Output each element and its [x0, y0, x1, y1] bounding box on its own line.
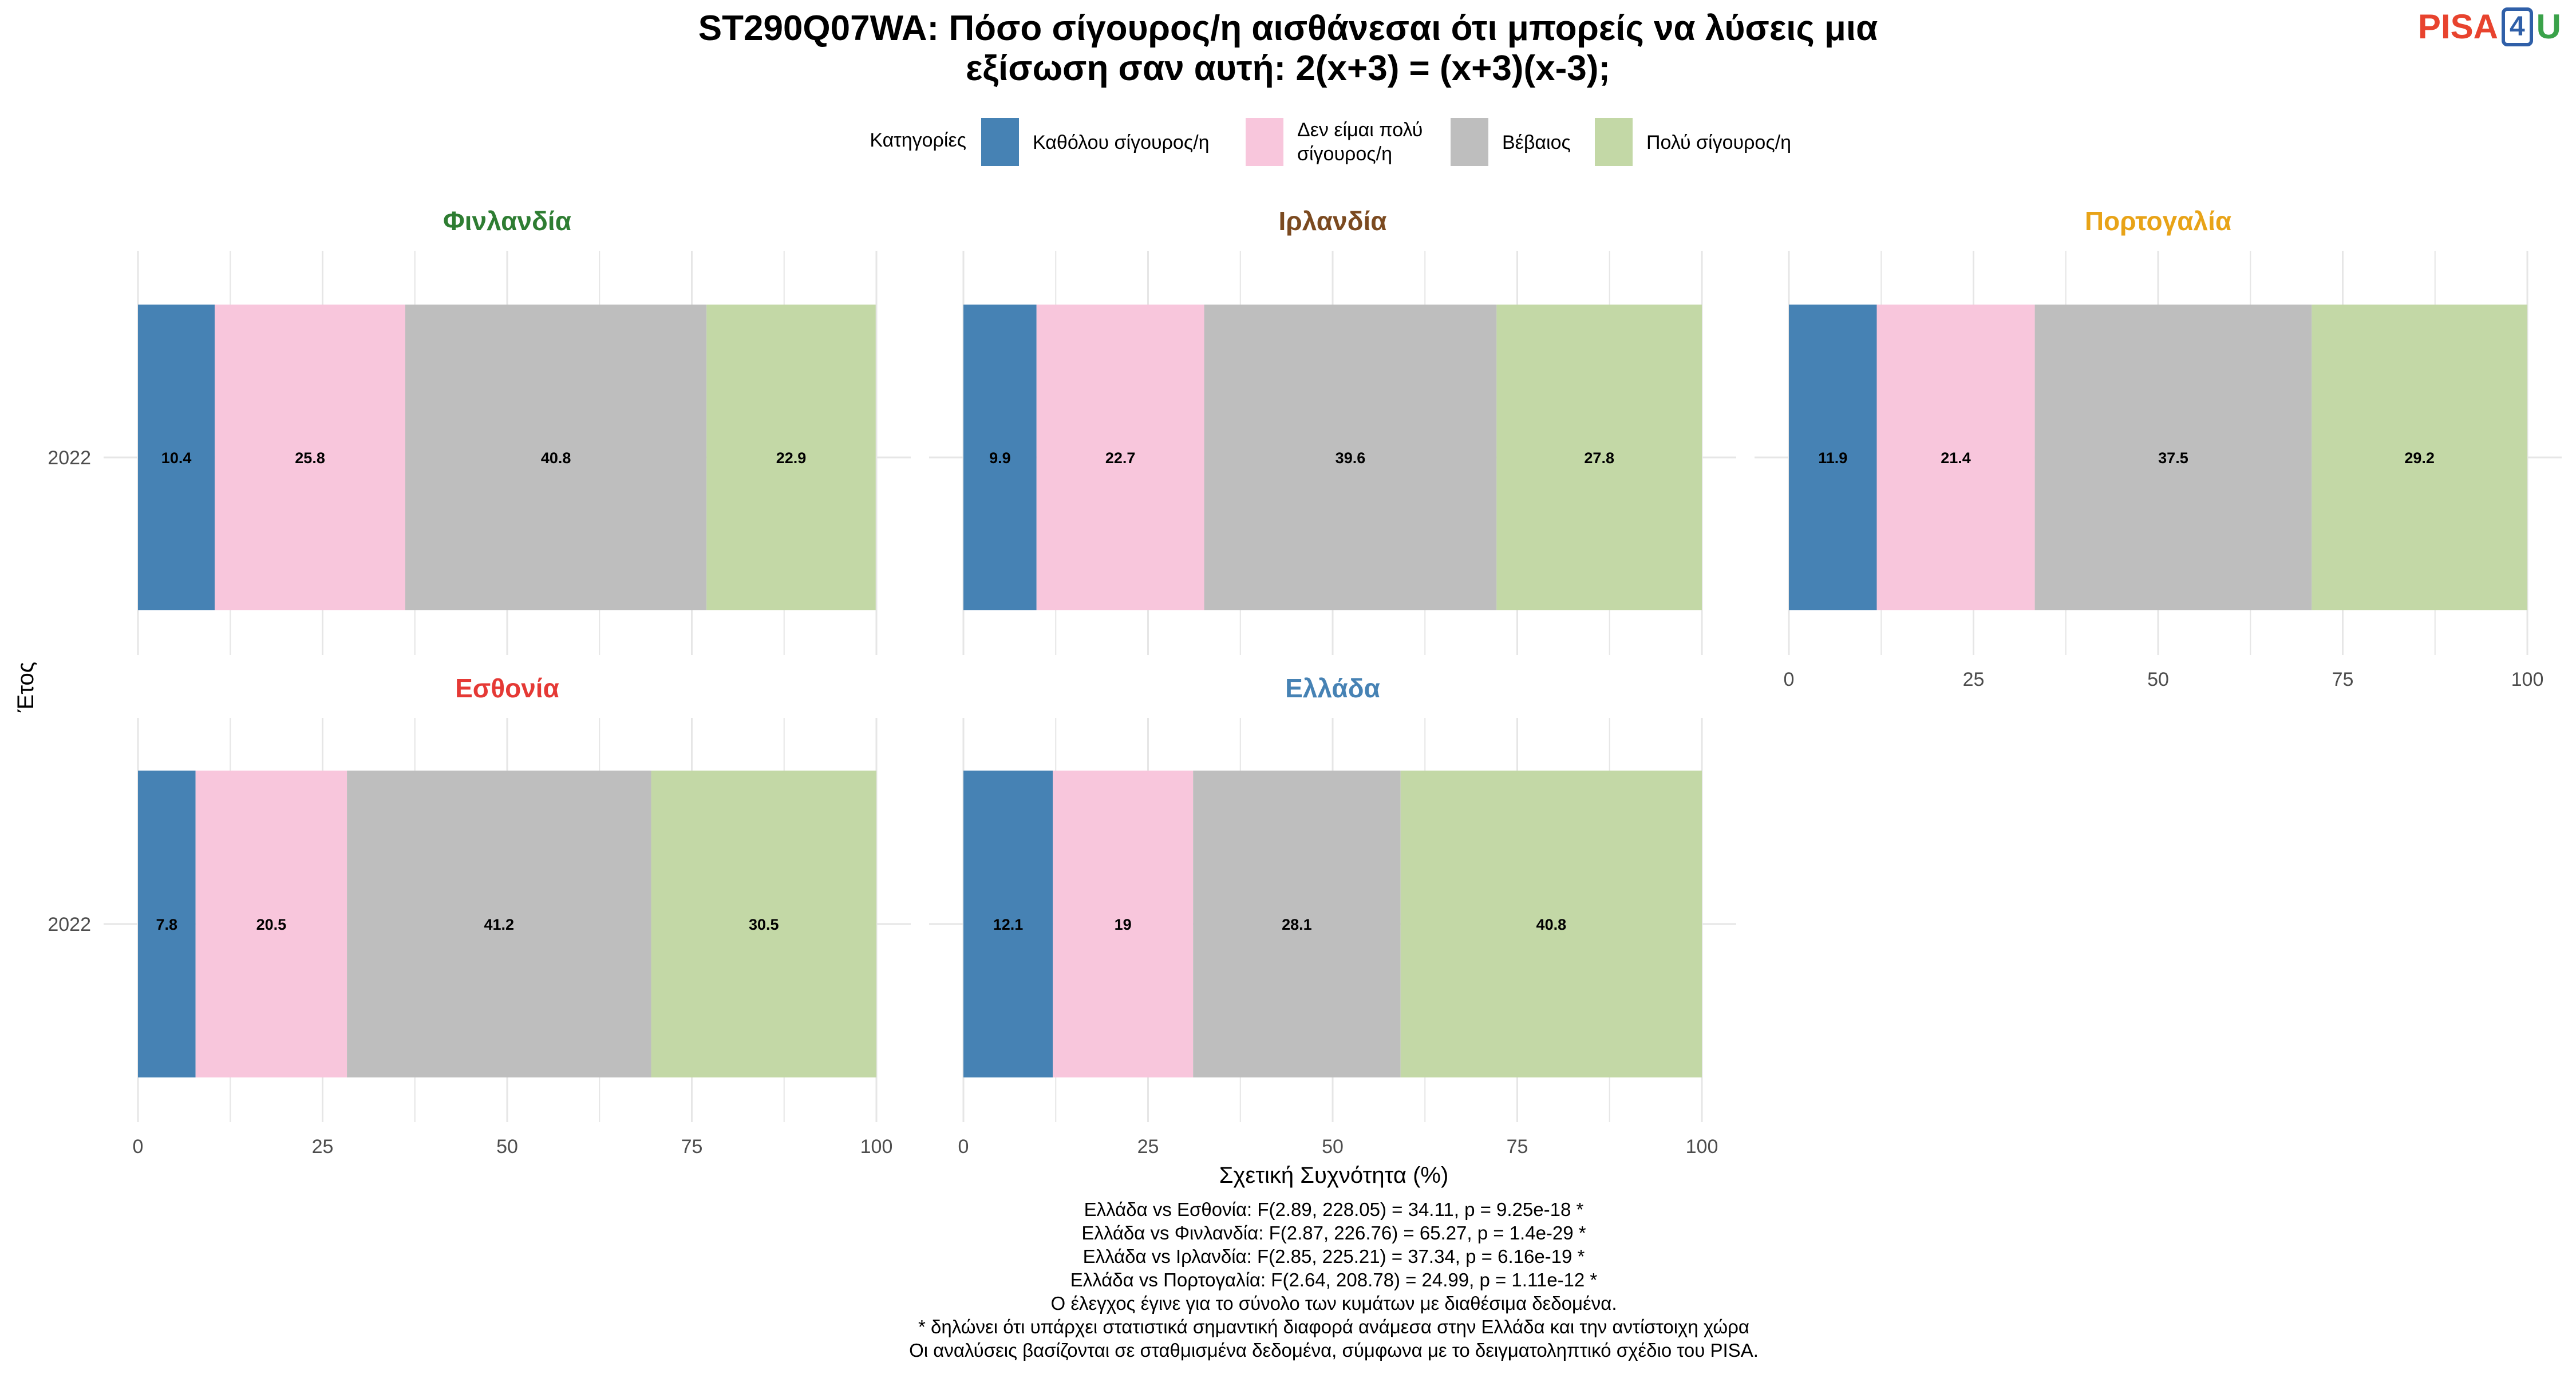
legend-label: Πολύ σίγουρος/η: [1646, 132, 1791, 153]
data-label: 41.2: [484, 916, 515, 933]
panel-title: Φινλανδία: [443, 206, 571, 236]
data-label: 25.8: [295, 449, 325, 467]
panel-title: Ελλάδα: [1285, 673, 1380, 703]
x-tick-label: 50: [1322, 1136, 1344, 1158]
footnote: Ελλάδα vs Φινλανδία: F(2.87, 226.76) = 6…: [1081, 1222, 1586, 1243]
footnote: Ελλάδα vs Ιρλανδία: F(2.85, 225.21) = 37…: [1083, 1246, 1585, 1267]
data-label: 40.8: [541, 449, 571, 467]
x-axis-title: Σχετική Συχνότητα (%): [1219, 1163, 1449, 1188]
bar-segment: [2312, 305, 2527, 610]
data-label: 27.8: [1584, 449, 1614, 467]
data-label: 21.4: [1941, 449, 1971, 467]
data-label: 20.5: [256, 916, 287, 933]
bar-segment: [2034, 305, 2312, 610]
data-label: 19: [1115, 916, 1132, 933]
bar-segment: [1053, 771, 1194, 1077]
bar-segment: [1789, 305, 1877, 610]
bar-segment: [347, 771, 651, 1077]
bar-segment: [963, 305, 1037, 610]
data-label: 29.2: [2404, 449, 2435, 467]
legend-label: Καθόλου σίγουρος/η: [1033, 132, 1210, 153]
y-tick-label: 2022: [48, 914, 91, 935]
data-label: 30.5: [749, 916, 779, 933]
data-label: 22.7: [1105, 449, 1136, 467]
footnote: Ο έλεγχος έγινε για το σύνολο των κυμάτω…: [1051, 1293, 1617, 1314]
pisa4u-logo: PISA 4 U: [2418, 7, 2561, 46]
bar-segment: [405, 305, 707, 610]
x-tick-label: 100: [860, 1136, 893, 1158]
footnote: Ελλάδα vs Εσθονία: F(2.89, 228.05) = 34.…: [1084, 1199, 1584, 1220]
y-tick-label: 2022: [48, 447, 91, 469]
bar-segment: [138, 771, 196, 1077]
x-tick-label: 25: [1963, 669, 1985, 690]
logo-text-pisa: PISA: [2417, 7, 2498, 46]
bar-segment: [963, 771, 1053, 1077]
x-tick-label: 75: [1507, 1136, 1528, 1158]
data-label: 28.1: [1282, 916, 1312, 933]
x-tick-label: 0: [958, 1136, 969, 1158]
data-label: 22.9: [776, 449, 807, 467]
y-axis-title: Έτος: [13, 662, 38, 713]
data-label: 37.5: [2158, 449, 2188, 467]
x-tick-label: 25: [1137, 1136, 1159, 1158]
data-label: 12.1: [993, 916, 1024, 933]
footnote: Ελλάδα vs Πορτογαλία: F(2.64, 208.78) = …: [1070, 1269, 1598, 1290]
x-tick-label: 75: [681, 1136, 703, 1158]
footnote: * δηλώνει ότι υπάρχει στατιστικά σημαντι…: [918, 1316, 1749, 1337]
legend-label: σίγουρος/η: [1297, 143, 1392, 165]
x-tick-label: 75: [2332, 669, 2354, 690]
bar-segment: [215, 305, 405, 610]
bar-segment: [195, 771, 347, 1077]
bar-segment: [1193, 771, 1401, 1077]
logo-text-u: U: [2536, 7, 2561, 46]
panel-title: Ιρλανδία: [1278, 206, 1386, 236]
bar-segment: [1400, 771, 1702, 1077]
legend-swatch: [1451, 118, 1488, 166]
footnote: Οι αναλύσεις βασίζονται σε σταθμισμένα δ…: [909, 1340, 1759, 1361]
bar-segment: [1496, 305, 1702, 610]
legend-label: Βέβαιος: [1502, 132, 1571, 153]
bar-segment: [138, 305, 215, 610]
logo-text-4: 4: [2501, 7, 2533, 46]
legend-label: Δεν είμαι πολύ: [1297, 119, 1423, 141]
chart-title-line-2: εξίσωση σαν αυτή: 2(x+3) = (x+3)(x-3);: [966, 49, 1610, 88]
legend-swatch: [1246, 118, 1283, 166]
data-label: 11.9: [1818, 449, 1847, 467]
legend-swatch: [1595, 118, 1633, 166]
data-label: 7.8: [156, 916, 178, 933]
x-tick-label: 100: [1686, 1136, 1718, 1158]
data-label: 40.8: [1536, 916, 1567, 933]
bar-segment: [1876, 305, 2035, 610]
x-tick-label: 100: [2511, 669, 2544, 690]
x-tick-label: 50: [2147, 669, 2169, 690]
data-label: 39.6: [1336, 449, 1366, 467]
legend-swatch: [981, 118, 1019, 166]
data-label: 10.4: [161, 449, 192, 467]
panel-title: Πορτογαλία: [2085, 206, 2231, 236]
bar-segment: [1204, 305, 1497, 610]
bar-segment: [1036, 305, 1204, 610]
data-label: 9.9: [989, 449, 1011, 467]
chart-title-line-1: ST290Q07WA: Πόσο σίγουρος/η αισθάνεσαι ό…: [698, 9, 1878, 48]
bar-segment: [651, 771, 876, 1077]
bar-segment: [706, 305, 876, 610]
x-tick-label: 50: [496, 1136, 518, 1158]
panel-title: Εσθονία: [455, 673, 559, 703]
x-tick-label: 0: [1784, 669, 1795, 690]
legend-title: Κατηγορίες: [870, 129, 966, 151]
x-tick-label: 0: [133, 1136, 144, 1158]
x-tick-label: 25: [312, 1136, 334, 1158]
